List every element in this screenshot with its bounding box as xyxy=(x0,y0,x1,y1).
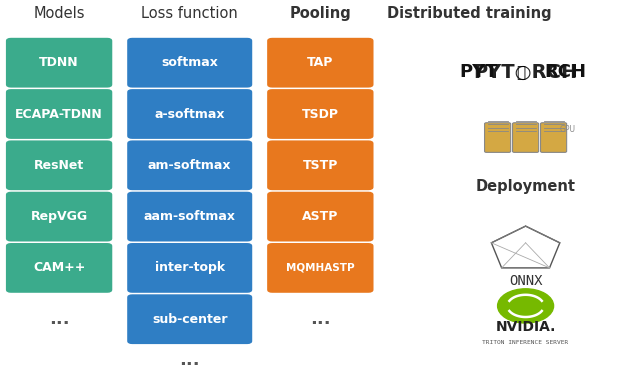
FancyBboxPatch shape xyxy=(127,141,253,190)
FancyBboxPatch shape xyxy=(6,243,112,293)
Text: TDNN: TDNN xyxy=(39,56,79,69)
FancyBboxPatch shape xyxy=(127,192,253,242)
Text: TAP: TAP xyxy=(307,56,333,69)
Text: ResNet: ResNet xyxy=(34,159,84,172)
FancyBboxPatch shape xyxy=(6,141,112,190)
FancyBboxPatch shape xyxy=(127,243,253,293)
FancyBboxPatch shape xyxy=(267,89,373,139)
Text: ...: ... xyxy=(310,310,331,328)
Text: TSTP: TSTP xyxy=(303,159,338,172)
Text: CAM++: CAM++ xyxy=(33,261,85,274)
Text: Loss function: Loss function xyxy=(141,6,238,21)
Text: aam-softmax: aam-softmax xyxy=(144,210,236,223)
FancyBboxPatch shape xyxy=(127,294,253,344)
Text: MQMHASTP: MQMHASTP xyxy=(286,263,355,273)
Text: NVIDIA.: NVIDIA. xyxy=(495,320,556,334)
Text: ...: ... xyxy=(179,351,200,369)
Text: TSDP: TSDP xyxy=(302,108,339,120)
Text: PYT: PYT xyxy=(459,63,498,81)
FancyBboxPatch shape xyxy=(267,243,373,293)
Text: sub-center: sub-center xyxy=(152,313,228,326)
Text: RepVGG: RepVGG xyxy=(30,210,88,223)
Text: TRITON INFERENCE SERVER: TRITON INFERENCE SERVER xyxy=(483,339,569,345)
Text: ASTP: ASTP xyxy=(302,210,338,223)
Text: PYT○RCH: PYT○RCH xyxy=(473,63,578,82)
Text: Models: Models xyxy=(34,6,85,21)
Circle shape xyxy=(498,289,554,323)
FancyBboxPatch shape xyxy=(6,89,112,139)
Text: ECAPA-TDNN: ECAPA-TDNN xyxy=(15,108,103,120)
Text: a-softmax: a-softmax xyxy=(154,108,225,120)
Text: GPU: GPU xyxy=(560,125,576,134)
FancyBboxPatch shape xyxy=(513,123,539,152)
Text: ...: ... xyxy=(49,310,70,328)
Text: softmax: softmax xyxy=(161,56,218,69)
Text: Distributed training: Distributed training xyxy=(388,6,552,21)
FancyBboxPatch shape xyxy=(541,123,567,152)
Text: 🔥: 🔥 xyxy=(516,65,525,80)
Text: am-softmax: am-softmax xyxy=(148,159,231,172)
FancyBboxPatch shape xyxy=(127,38,253,88)
FancyBboxPatch shape xyxy=(6,192,112,242)
Text: Pooling: Pooling xyxy=(289,6,351,21)
Text: Deployment: Deployment xyxy=(476,179,575,194)
FancyBboxPatch shape xyxy=(127,89,253,139)
FancyBboxPatch shape xyxy=(267,192,373,242)
Text: RCH: RCH xyxy=(544,63,587,81)
FancyBboxPatch shape xyxy=(267,141,373,190)
Text: inter-topk: inter-topk xyxy=(155,261,225,274)
Text: ONNX: ONNX xyxy=(509,274,542,288)
FancyBboxPatch shape xyxy=(267,38,373,88)
FancyBboxPatch shape xyxy=(485,123,511,152)
FancyBboxPatch shape xyxy=(6,38,112,88)
